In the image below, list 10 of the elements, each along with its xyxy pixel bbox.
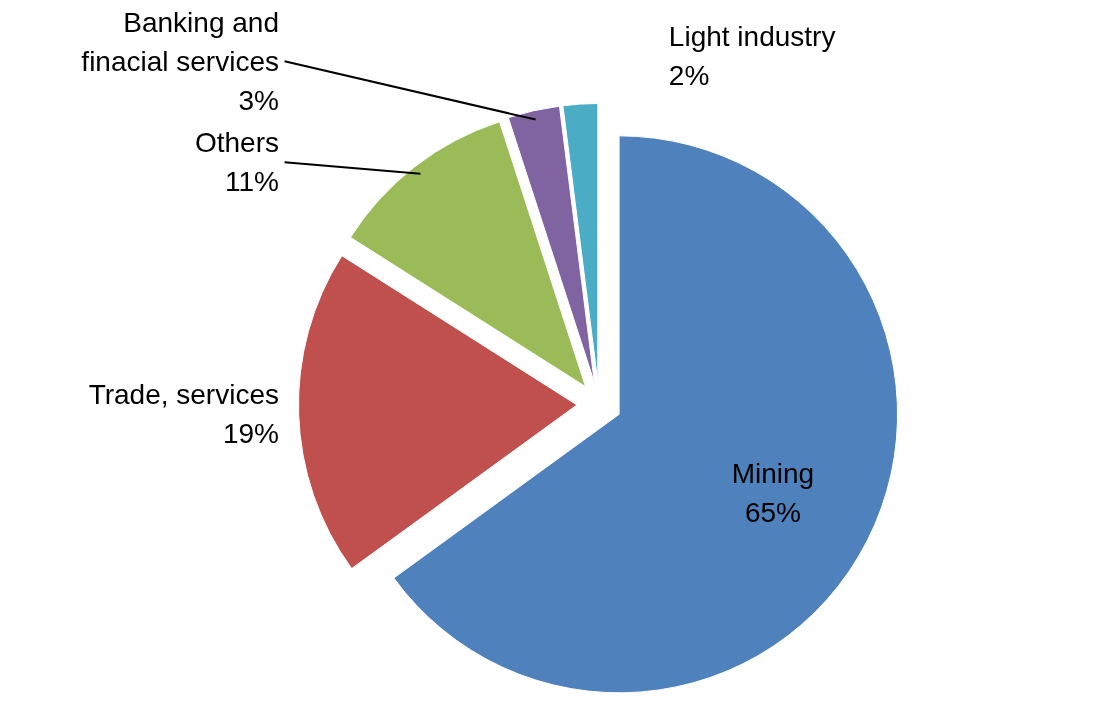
data-label: 11% — [225, 166, 279, 198]
data-label: 65% — [744, 496, 801, 528]
data-label: 3% — [238, 84, 279, 116]
slice-label: Banking and finacial services — [81, 7, 279, 77]
slice-label: Mining — [731, 457, 815, 489]
data-label: 19% — [222, 417, 279, 449]
slice-label: Others — [194, 127, 279, 159]
slice-label: Light industry — [668, 21, 836, 53]
data-label: 2% — [668, 60, 710, 92]
slice-label: Trade, services — [88, 378, 279, 410]
